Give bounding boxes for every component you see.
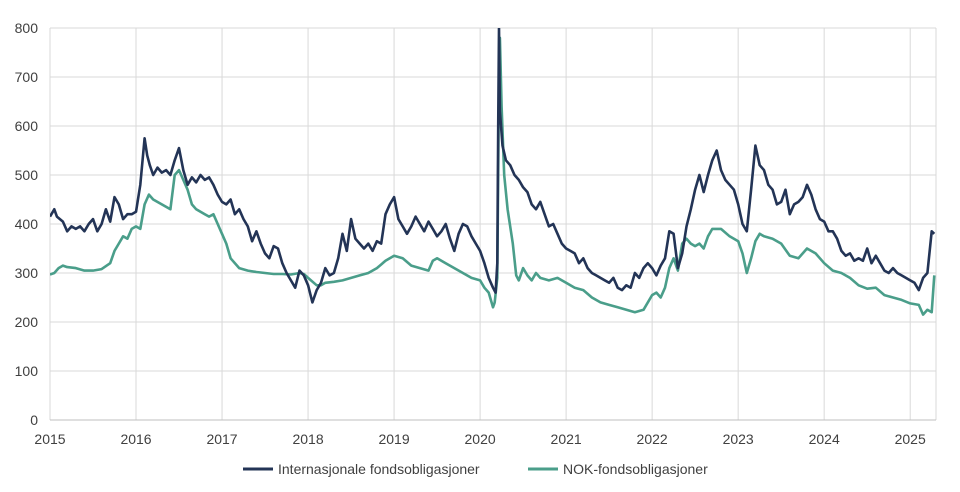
x-tick-label: 2023 bbox=[723, 431, 754, 447]
x-tick-label: 2018 bbox=[292, 431, 323, 447]
x-tick-label: 2015 bbox=[34, 431, 65, 447]
y-tick-label: 400 bbox=[15, 216, 39, 232]
x-axis-ticks: 2015 2016 2017 2018 2019 2020 2021 2022 2023 2024… bbox=[34, 431, 926, 447]
y-tick-label: 800 bbox=[15, 20, 39, 36]
legend: Internasjonale fondsobligasjoner NOK-fon… bbox=[243, 461, 708, 477]
x-tick-label: 2017 bbox=[206, 431, 237, 447]
x-tick-label: 2022 bbox=[637, 431, 668, 447]
x-tick-label: 2021 bbox=[551, 431, 582, 447]
y-tick-label: 0 bbox=[30, 412, 38, 428]
series-line-internasjonale bbox=[50, 28, 936, 304]
x-tick-label: 2025 bbox=[895, 431, 926, 447]
y-tick-label: 700 bbox=[15, 69, 39, 85]
y-tick-label: 500 bbox=[15, 167, 39, 183]
legend-label-internasjonale: Internasjonale fondsobligasjoner bbox=[278, 461, 480, 477]
x-tick-label: 2016 bbox=[120, 431, 151, 447]
legend-label-nok: NOK-fondsobligasjoner bbox=[563, 461, 708, 477]
gridlines bbox=[49, 27, 937, 420]
y-tick-label: 200 bbox=[15, 314, 39, 330]
y-tick-label: 100 bbox=[15, 363, 39, 379]
y-tick-label: 600 bbox=[15, 118, 39, 134]
x-tick-label: 2024 bbox=[809, 431, 840, 447]
series-lines bbox=[50, 28, 936, 316]
y-tick-label: 300 bbox=[15, 265, 39, 281]
x-tick-label: 2020 bbox=[465, 431, 496, 447]
y-axis-ticks: 0 100 200 300 400 500 600 700 800 bbox=[15, 20, 39, 428]
x-tick-label: 2019 bbox=[378, 431, 409, 447]
